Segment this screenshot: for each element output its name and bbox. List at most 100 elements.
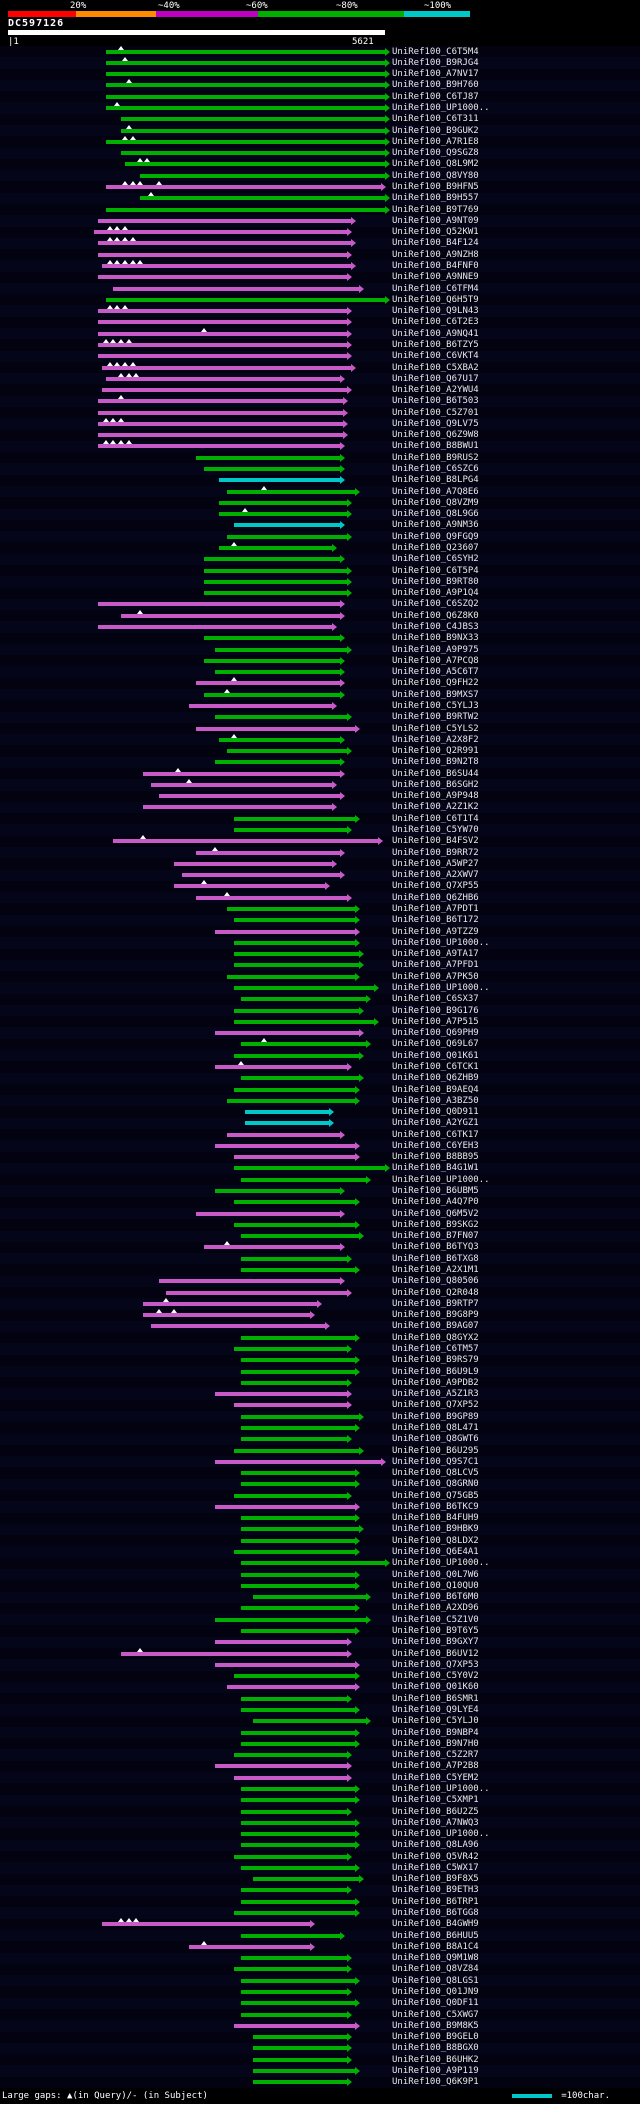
- alignment-bar[interactable]: [241, 1435, 353, 1444]
- hit-label[interactable]: UniRef100_Q8LGS1: [392, 1975, 479, 1986]
- hit-label[interactable]: UniRef100_A2YGZ1: [392, 1118, 479, 1129]
- hit-label[interactable]: UniRef100_Q01K60: [392, 1682, 479, 1693]
- hit-label[interactable]: UniRef100_A7NV17: [392, 69, 479, 80]
- hit-label[interactable]: UniRef100_B9ETH3: [392, 1885, 479, 1896]
- alignment-bar[interactable]: [98, 237, 356, 248]
- hit-label[interactable]: UniRef100_Q5VR42: [392, 1851, 479, 1862]
- alignment-bar[interactable]: [226, 1130, 345, 1139]
- hit-label[interactable]: UniRef100_Q01JN9: [392, 1987, 479, 1998]
- hit-label[interactable]: UniRef100_A2XWV7: [392, 870, 479, 881]
- hit-label[interactable]: UniRef100_C5Z1V0: [392, 1614, 479, 1625]
- alignment-bar[interactable]: [233, 1153, 360, 1162]
- alignment-bar[interactable]: [252, 2044, 353, 2053]
- alignment-bar[interactable]: [215, 1502, 360, 1511]
- alignment-bar[interactable]: [105, 45, 390, 56]
- alignment-bar[interactable]: [233, 1852, 353, 1861]
- hit-label[interactable]: UniRef100_C5XWG7: [392, 2009, 479, 2020]
- alignment-bar[interactable]: [233, 1006, 364, 1015]
- alignment-bar[interactable]: [233, 1017, 379, 1026]
- hit-label[interactable]: UniRef100_C5XBA2: [392, 362, 479, 373]
- alignment-bar[interactable]: [196, 677, 345, 688]
- alignment-bar[interactable]: [233, 1051, 364, 1060]
- hit-label[interactable]: UniRef100_B9RTP7: [392, 1298, 479, 1309]
- hit-label[interactable]: UniRef100_B9N2T8: [392, 757, 479, 768]
- hit-label[interactable]: UniRef100_Q9SGZ8: [392, 148, 479, 159]
- hit-label[interactable]: UniRef100_Q80506: [392, 1276, 479, 1287]
- hit-label[interactable]: UniRef100_B9RR72: [392, 847, 479, 858]
- hit-label[interactable]: UniRef100_B9F8X5: [392, 1874, 479, 1885]
- hit-label[interactable]: UniRef100_B9N7H0: [392, 1738, 479, 1749]
- alignment-bar[interactable]: [98, 338, 353, 349]
- hit-label[interactable]: UniRef100_UP1000..: [392, 1558, 490, 1569]
- alignment-bar[interactable]: [196, 724, 360, 733]
- hit-label[interactable]: UniRef100_Q6K9P1: [392, 2077, 479, 2088]
- hit-label[interactable]: UniRef100_B6SGH2: [392, 779, 479, 790]
- hit-label[interactable]: UniRef100_A5WP27: [392, 858, 479, 869]
- alignment-bar[interactable]: [98, 305, 353, 316]
- alignment-bar[interactable]: [241, 1570, 360, 1579]
- alignment-bar[interactable]: [241, 1266, 360, 1275]
- alignment-bar[interactable]: [241, 1999, 360, 2008]
- alignment-bar[interactable]: [105, 135, 390, 146]
- hit-label[interactable]: UniRef100_Q8LDX2: [392, 1535, 479, 1546]
- hit-label[interactable]: UniRef100_Q8L471: [392, 1422, 479, 1433]
- hit-label[interactable]: UniRef100_C6T1T4: [392, 813, 479, 824]
- alignment-bar[interactable]: [233, 961, 364, 970]
- hit-label[interactable]: UniRef100_A2Z1K2: [392, 802, 479, 813]
- hit-label[interactable]: UniRef100_Q8GWT6: [392, 1434, 479, 1445]
- alignment-bar[interactable]: [233, 1220, 360, 1229]
- hit-label[interactable]: UniRef100_B8LPG4: [392, 475, 479, 486]
- alignment-bar[interactable]: [203, 577, 353, 586]
- hit-label[interactable]: UniRef100_B8BGX0: [392, 2043, 479, 2054]
- alignment-bar[interactable]: [233, 983, 379, 992]
- alignment-bar[interactable]: [181, 871, 345, 880]
- hit-label[interactable]: UniRef100_Q8GYX2: [392, 1332, 479, 1343]
- alignment-bar[interactable]: [241, 1739, 360, 1748]
- hit-label[interactable]: UniRef100_A7NWQ3: [392, 1817, 479, 1828]
- alignment-bar[interactable]: [233, 1491, 353, 1500]
- alignment-bar[interactable]: [98, 417, 349, 428]
- hit-label[interactable]: UniRef100_B6U2Z5: [392, 1806, 479, 1817]
- alignment-bar[interactable]: [241, 1367, 360, 1376]
- hit-label[interactable]: UniRef100_A7PDT1: [392, 904, 479, 915]
- alignment-bar[interactable]: [241, 1074, 364, 1083]
- hit-label[interactable]: UniRef100_B9GUK2: [392, 125, 479, 136]
- hit-label[interactable]: UniRef100_C6TCK1: [392, 1061, 479, 1072]
- alignment-bar[interactable]: [219, 542, 337, 553]
- alignment-bar[interactable]: [215, 1762, 353, 1771]
- hit-label[interactable]: UniRef100_B4GWH9: [392, 1919, 479, 1930]
- alignment-bar[interactable]: [252, 2078, 353, 2087]
- hit-label[interactable]: UniRef100_B9AEQ4: [392, 1084, 479, 1095]
- alignment-bar[interactable]: [245, 1108, 334, 1117]
- hit-label[interactable]: UniRef100_B6U295: [392, 1445, 479, 1456]
- hit-label[interactable]: UniRef100_UP1000..: [392, 1174, 490, 1185]
- alignment-bar[interactable]: [241, 1954, 353, 1963]
- hit-label[interactable]: UniRef100_B9H557: [392, 193, 479, 204]
- alignment-bar[interactable]: [158, 792, 345, 801]
- hit-label[interactable]: UniRef100_C6T5P4: [392, 565, 479, 576]
- hit-label[interactable]: UniRef100_B6TZY5: [392, 339, 479, 350]
- hit-label[interactable]: UniRef100_A2XD96: [392, 1603, 479, 1614]
- hit-label[interactable]: UniRef100_Q6M5V2: [392, 1208, 479, 1219]
- hit-label[interactable]: UniRef100_Q9LN43: [392, 306, 479, 317]
- alignment-bar[interactable]: [98, 216, 356, 225]
- alignment-bar[interactable]: [226, 747, 353, 756]
- hit-label[interactable]: UniRef100_C6SZQ2: [392, 599, 479, 610]
- alignment-bar[interactable]: [121, 124, 390, 135]
- alignment-bar[interactable]: [241, 1254, 353, 1263]
- alignment-bar[interactable]: [203, 589, 353, 598]
- alignment-bar[interactable]: [173, 859, 337, 868]
- alignment-bar[interactable]: [143, 767, 345, 778]
- alignment-bar[interactable]: [233, 1401, 353, 1410]
- hit-label[interactable]: UniRef100_UP1000..: [392, 103, 490, 114]
- hit-label[interactable]: UniRef100_Q9LYE4: [392, 1704, 479, 1715]
- alignment-bar[interactable]: [252, 2066, 360, 2075]
- hit-label[interactable]: UniRef100_B9M8K5: [392, 2020, 479, 2031]
- alignment-bar[interactable]: [158, 1277, 345, 1286]
- alignment-bar[interactable]: [241, 1830, 360, 1839]
- alignment-bar[interactable]: [215, 1390, 353, 1399]
- hit-label[interactable]: UniRef100_C5WX17: [392, 1862, 479, 1873]
- alignment-bar[interactable]: [98, 250, 353, 259]
- hit-label[interactable]: UniRef100_A7PK50: [392, 971, 479, 982]
- hit-label[interactable]: UniRef100_B6T6M0: [392, 1592, 479, 1603]
